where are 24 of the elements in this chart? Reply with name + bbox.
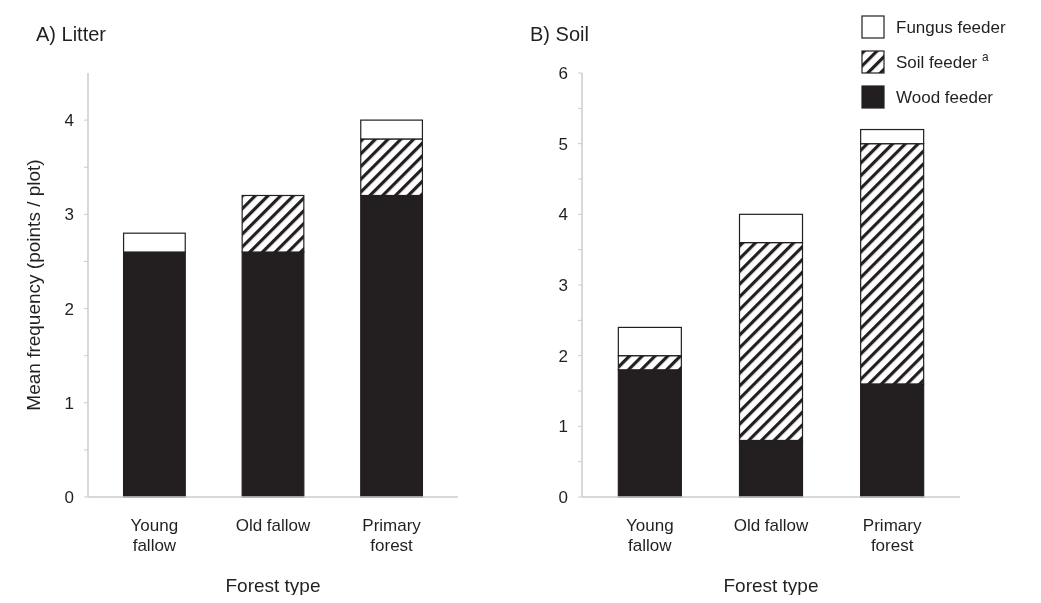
- y-tick-label: 1: [64, 393, 74, 413]
- y-tick-label: 3: [64, 205, 74, 225]
- x-tick-label: Primary forest: [362, 516, 422, 556]
- y-tick-label: 1: [558, 417, 568, 437]
- x-tick-label: Young fallow: [626, 516, 674, 556]
- y-tick-label: 0: [64, 487, 74, 507]
- y-axis-title: Mean frequency (points / plot): [23, 159, 44, 411]
- chart-title: B) Soil: [530, 23, 589, 45]
- x-tick-label: Young fallow: [130, 516, 179, 556]
- y-tick-label: 6: [558, 63, 568, 83]
- y-tick-label: 4: [64, 111, 74, 131]
- y-tick-label: 0: [558, 487, 568, 507]
- x-tick-label: Old fallow: [733, 516, 810, 535]
- y-tick-label: 2: [64, 299, 74, 319]
- y-tick-label: 5: [558, 134, 568, 154]
- x-tick-label: Primary forest: [862, 516, 922, 556]
- y-tick-label: 3: [558, 275, 568, 295]
- chart-title: A) Litter: [36, 23, 107, 45]
- x-tick-label: Old fallow: [235, 516, 312, 535]
- y-tick-label: 2: [558, 346, 568, 366]
- legend-label: Soil feeder $^{a}$: [896, 50, 989, 72]
- y-tick-label: 4: [558, 205, 568, 225]
- legend-label: Wood feeder: [896, 88, 994, 107]
- legend-label: Fungus feeder: [896, 18, 1006, 37]
